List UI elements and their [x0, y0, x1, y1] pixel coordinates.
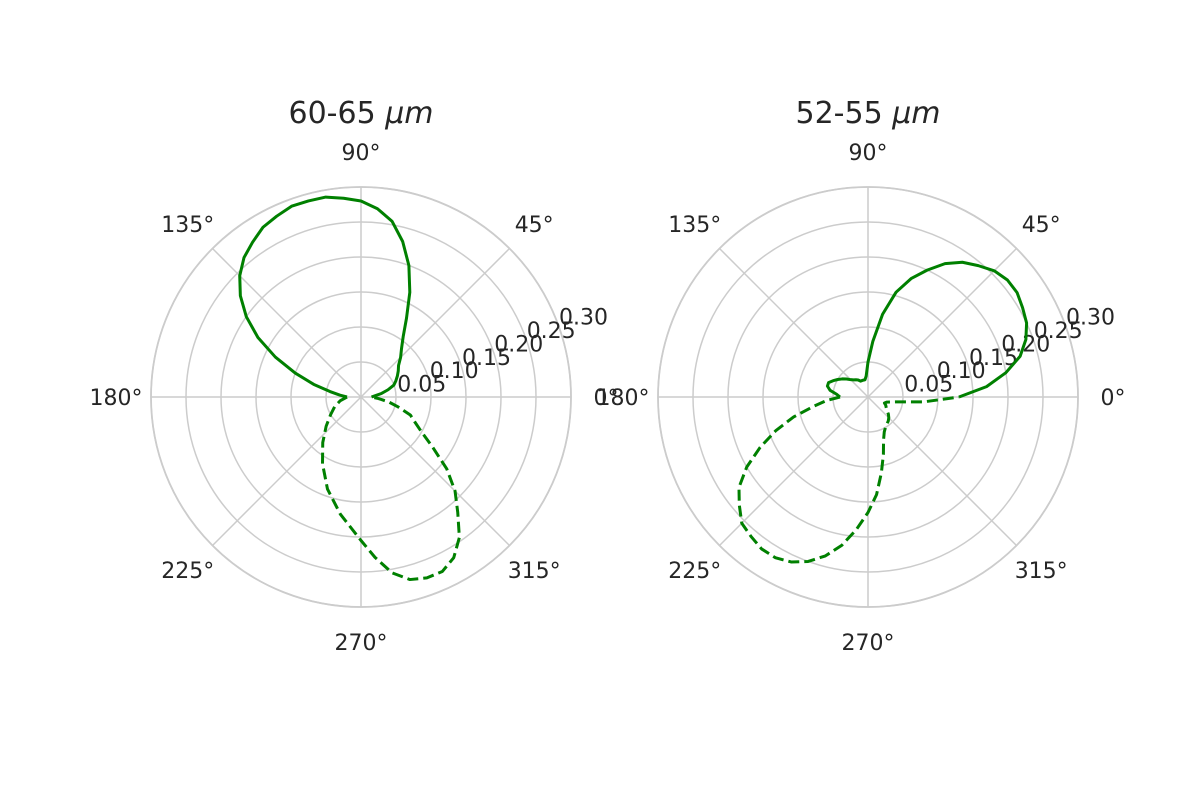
angle-tick-label: 135° — [668, 213, 721, 238]
data-series — [737, 260, 1029, 564]
angular-grid-line — [211, 247, 362, 398]
angular-grid-line — [867, 396, 1018, 547]
angle-tick-label: 180° — [597, 386, 650, 411]
angle-tick-label: 45° — [1022, 213, 1061, 238]
radial-tick-label: 0.10 — [937, 359, 986, 384]
angle-tick-labels: 0° 45° 90° 135° 180° 225° 270° 315° — [597, 141, 1126, 656]
angle-tick-label: 315° — [508, 559, 561, 584]
angle-tick-label: 90° — [849, 141, 888, 166]
polar-grid — [150, 186, 572, 608]
radial-tick-labels: 0.050.100.150.200.250.30 — [397, 306, 608, 398]
angle-tick-label: 135° — [161, 213, 214, 238]
angle-tick-label: 315° — [1015, 559, 1068, 584]
series-curve-dashed — [321, 395, 461, 582]
panel-title-60-65: 60-65 μm — [288, 96, 433, 131]
angle-tick-labels: 0° 45° 90° 135° 180° 225° 270° 315° — [90, 141, 619, 656]
angular-grid-line — [211, 396, 362, 547]
panel-title-prefix: 60-65 — [288, 96, 385, 131]
series-curve-dashed — [737, 395, 960, 564]
angular-grid-line — [360, 247, 511, 398]
radial-tick-label: 0.30 — [1066, 306, 1115, 331]
polar-panel-52-55: 52-55 μm 0° 45° 90° 135° 180° 225° 270° 315° 0.… — [597, 96, 1126, 656]
panel-title-unit: μm — [891, 96, 940, 131]
polar-panel-60-65: 60-65 μm 0° 45° 90° 135° 180° 225° 270° 315° 0.… — [90, 96, 619, 656]
angular-grid-line — [718, 396, 869, 547]
radial-tick-label: 0.30 — [559, 306, 608, 331]
angle-tick-label: 0° — [594, 386, 619, 411]
radial-tick-label: 0.20 — [494, 332, 543, 357]
angle-tick-label: 0° — [1101, 386, 1126, 411]
panel-title-unit: μm — [384, 96, 433, 131]
angle-tick-label: 270° — [842, 631, 895, 656]
radial-tick-label: 0.05 — [904, 373, 953, 398]
angle-tick-label: 225° — [161, 559, 214, 584]
panel-title-prefix: 52-55 — [795, 96, 892, 131]
angle-tick-label: 90° — [342, 141, 381, 166]
data-series — [238, 195, 461, 582]
radial-tick-labels: 0.050.100.150.200.250.30 — [904, 306, 1115, 398]
radial-tick-label: 0.05 — [397, 373, 446, 398]
radial-tick-label: 0.25 — [1034, 319, 1083, 344]
radial-tick-label: 0.25 — [527, 319, 576, 344]
angle-tick-label: 225° — [668, 559, 721, 584]
angular-grid-line — [718, 247, 869, 398]
series-curve-solid — [825, 260, 1029, 399]
radial-tick-label: 0.15 — [462, 346, 511, 371]
angle-tick-label: 45° — [515, 213, 554, 238]
angle-tick-label: 270° — [335, 631, 388, 656]
angular-grid-line — [867, 247, 1018, 398]
angular-grid-line — [360, 396, 511, 547]
angle-tick-label: 180° — [90, 386, 143, 411]
panel-title-52-55: 52-55 μm — [795, 96, 940, 131]
polar-grid — [657, 186, 1079, 608]
series-curve-solid — [238, 195, 412, 399]
radial-tick-label: 0.10 — [430, 359, 479, 384]
